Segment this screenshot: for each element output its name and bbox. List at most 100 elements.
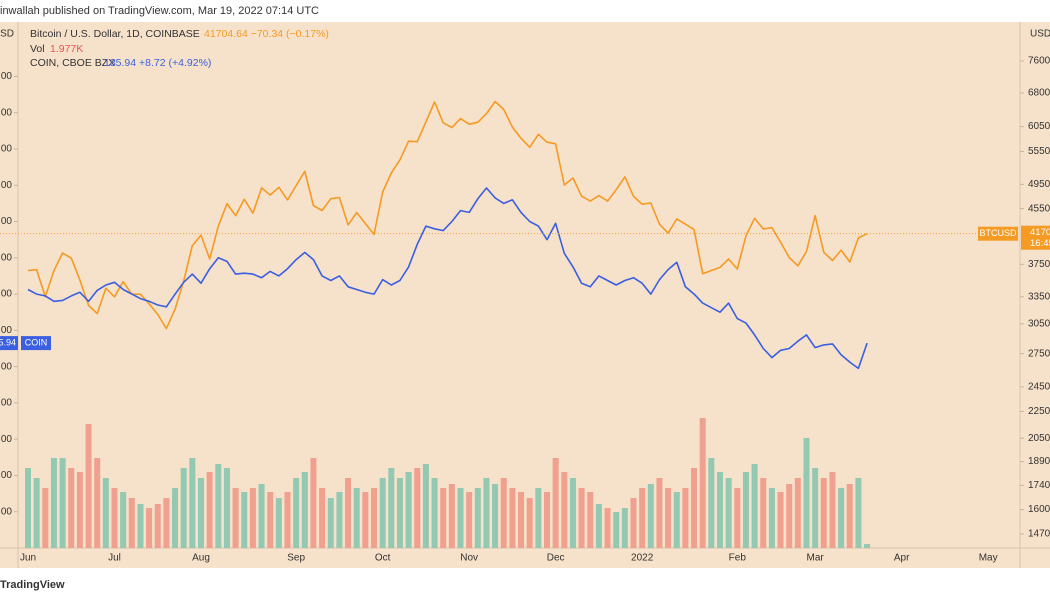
legend-btc-name: Bitcoin / U.S. Dollar, 1D, COINBASE — [30, 28, 200, 40]
y-tick-label: 360.00 — [0, 180, 12, 191]
volume-bar — [362, 492, 369, 548]
plot-background — [0, 22, 1050, 568]
x-tick-label: 2022 — [631, 553, 654, 564]
y-tick-label: 160.00 — [0, 361, 12, 372]
volume-bar — [422, 464, 429, 548]
header: inwallah published on TradingView.com, M… — [0, 5, 319, 17]
volume-bar — [50, 458, 57, 548]
volume-bar — [474, 488, 481, 548]
volume-bar — [293, 478, 300, 548]
volume-bar — [569, 478, 576, 548]
volume-bar — [483, 478, 490, 548]
volume-bar — [275, 498, 282, 548]
volume-bar — [215, 464, 222, 548]
volume-bar — [604, 508, 611, 548]
volume-bar — [241, 492, 248, 548]
volume-bar — [206, 472, 213, 548]
y2-tick-label: 27500 — [1028, 348, 1050, 359]
y2-tick-label: 68000 — [1028, 88, 1050, 99]
volume-bar — [336, 492, 343, 548]
volume-bar — [492, 484, 499, 548]
y-tick-label: 40.00 — [0, 470, 12, 481]
y2-tick-label: 17400 — [1028, 480, 1050, 491]
volume-bar — [440, 488, 447, 548]
volume-bar — [621, 508, 628, 548]
volume-bar — [794, 478, 801, 548]
volume-bar — [639, 488, 646, 548]
volume-bar — [457, 488, 464, 548]
volume-bar — [59, 458, 66, 548]
x-tick-label: Apr — [894, 553, 910, 564]
volume-bar — [76, 472, 83, 548]
volume-bar — [379, 478, 386, 548]
x-tick-label: May — [979, 553, 998, 564]
volume-bar — [838, 488, 845, 548]
volume-bar — [846, 484, 853, 548]
volume-bar — [535, 488, 542, 548]
volume-bar — [319, 488, 326, 548]
volume-bar — [518, 492, 525, 548]
y2-tick-label: 49500 — [1028, 179, 1050, 190]
left-unit: USD — [0, 29, 14, 40]
volume-bar — [301, 472, 308, 548]
y2-tick-label: 14700 — [1028, 529, 1050, 540]
volume-bar — [405, 472, 412, 548]
price-label: 185.94 — [0, 337, 16, 347]
y2-tick-label: 18900 — [1028, 456, 1050, 467]
volume-bar — [189, 458, 196, 548]
volume-bar — [249, 488, 256, 548]
x-tick-label: Jul — [108, 553, 121, 564]
volume-bar — [267, 492, 274, 548]
volume-bar — [146, 508, 153, 548]
countdown-label: 16:45 — [1030, 238, 1050, 249]
symbol-label: COIN — [25, 337, 48, 347]
x-tick-label: Dec — [547, 553, 565, 564]
volume-bar — [154, 504, 161, 548]
x-tick-label: Oct — [375, 553, 391, 564]
volume-bar — [431, 478, 438, 548]
x-tick-label: Jun — [20, 553, 36, 564]
y-tick-label: 320.00 — [0, 216, 12, 227]
volume-bar — [656, 478, 663, 548]
y2-tick-label: 37500 — [1028, 259, 1050, 270]
volume-bar — [345, 478, 352, 548]
volume-bar — [198, 478, 204, 548]
volume-bar — [820, 478, 827, 548]
volume-bar — [803, 438, 810, 548]
price-tag — [1021, 225, 1050, 250]
symbol-label: BTCUSD — [979, 228, 1017, 238]
symbol-tag — [21, 336, 51, 351]
footer: TradingView — [0, 579, 65, 591]
volume-bar — [232, 488, 239, 548]
volume-bar — [578, 488, 585, 548]
volume-bar — [708, 458, 715, 548]
y-tick-label: 480.00 — [0, 71, 12, 82]
volume-bar — [223, 468, 230, 548]
volume-bar — [630, 498, 637, 548]
volume-bar — [768, 488, 775, 548]
x-tick-label: Nov — [460, 553, 478, 564]
volume-bar — [111, 488, 118, 548]
y2-tick-label: 60500 — [1028, 121, 1050, 132]
volume-bar — [258, 484, 265, 548]
legend-vol-name: Vol — [30, 43, 45, 55]
volume-bar — [587, 492, 594, 548]
volume-bar — [414, 468, 421, 548]
volume-bar — [717, 472, 723, 548]
volume-bar — [172, 488, 179, 548]
y-tick-label: 280.00 — [0, 252, 12, 263]
volume-bar — [102, 478, 109, 548]
legend-vol-value: 1.977K — [50, 43, 83, 55]
volume-bar — [734, 488, 741, 548]
volume-bar — [552, 458, 559, 548]
volume-bar — [673, 492, 680, 548]
volume-bar — [85, 424, 92, 548]
y-tick-label: 120.00 — [0, 398, 12, 409]
legend-coin-name: COIN, CBOE BZX — [30, 57, 115, 69]
x-tick-label: Mar — [807, 553, 825, 564]
price-line — [27, 100, 868, 330]
volume-bar — [647, 484, 654, 548]
y2-tick-label: 33500 — [1028, 291, 1050, 302]
volume-bar — [595, 504, 602, 548]
